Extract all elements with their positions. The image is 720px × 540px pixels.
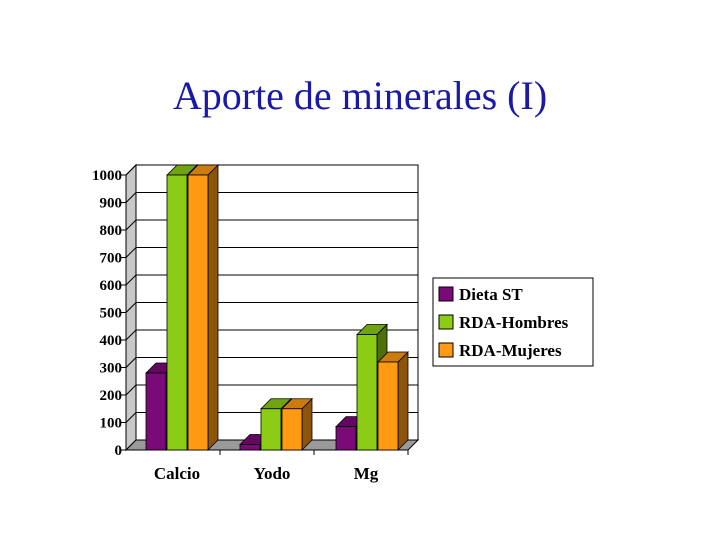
- gridline: [125, 164, 418, 176]
- legend-label: Dieta ST: [459, 285, 523, 304]
- x-category-label: Calcio: [154, 464, 200, 483]
- gridline: [125, 302, 418, 313]
- y-tick-label: 200: [100, 388, 123, 404]
- legend-swatch: [438, 342, 454, 358]
- legend: Dieta ST RDA-Hombres RDA-Mujeres: [432, 277, 594, 367]
- y-axis-ticks: 0 100 200 300 400 500 600 700 800 900 1000: [92, 168, 126, 459]
- legend-item: RDA-Mujeres: [438, 341, 562, 360]
- y-tick-label: 100: [100, 416, 123, 432]
- legend-item: Dieta ST: [438, 285, 523, 304]
- legend-swatch: [438, 314, 454, 330]
- bars: [145, 164, 409, 451]
- gridlines: [125, 164, 418, 423]
- y-tick-label: 800: [100, 223, 123, 239]
- y-tick-label: 300: [100, 361, 123, 377]
- gridline: [125, 192, 418, 203]
- legend-item: RDA-Hombres: [438, 313, 569, 332]
- bar-calcio-rda-mujeres: [187, 164, 219, 451]
- legend-box: [432, 277, 594, 367]
- y-tick-label: 600: [100, 278, 123, 294]
- gridline: [125, 412, 418, 423]
- gridline: [125, 274, 418, 286]
- x-axis-labels: Calcio Yodo Mg: [154, 450, 409, 483]
- gridline: [125, 329, 418, 341]
- x-category-label: Mg: [354, 464, 379, 483]
- y-tick-label: 700: [100, 251, 123, 267]
- gridline: [125, 384, 418, 396]
- gridline: [125, 247, 418, 258]
- y-tick-label: 500: [100, 306, 123, 322]
- y-tick-label: 1000: [92, 168, 122, 184]
- gridline: [125, 219, 418, 231]
- y-tick-label: 0: [115, 443, 123, 459]
- slide-title: Aporte de minerales (I): [172, 73, 548, 118]
- legend-swatch: [438, 286, 454, 302]
- x-category-label: Yodo: [254, 464, 291, 483]
- gridline: [125, 357, 418, 368]
- y-tick-label: 400: [100, 333, 123, 349]
- bar-mg-rda-mujeres: [377, 351, 409, 451]
- legend-label: RDA-Hombres: [459, 313, 569, 332]
- bar-yodo-rda-mujeres: [281, 397, 313, 451]
- legend-label: RDA-Mujeres: [459, 341, 562, 360]
- y-tick-label: 900: [100, 196, 123, 212]
